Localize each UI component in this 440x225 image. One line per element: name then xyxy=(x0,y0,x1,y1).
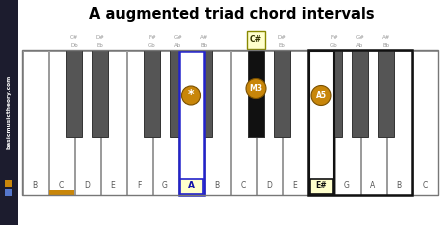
Text: A: A xyxy=(187,182,194,191)
Bar xyxy=(22,50,438,195)
Text: A5: A5 xyxy=(315,91,326,100)
Bar xyxy=(334,50,359,194)
Text: B: B xyxy=(396,181,402,190)
Bar xyxy=(179,50,203,194)
Bar xyxy=(153,50,177,194)
Text: D#: D# xyxy=(278,35,286,40)
Text: C: C xyxy=(59,181,64,190)
Bar xyxy=(74,50,99,194)
Bar xyxy=(180,179,202,194)
Text: F: F xyxy=(137,181,141,190)
Text: A augmented triad chord intervals: A augmented triad chord intervals xyxy=(89,7,375,22)
Bar xyxy=(127,50,151,194)
Bar xyxy=(92,50,108,137)
Bar xyxy=(248,50,264,137)
Text: B: B xyxy=(33,181,37,190)
Bar xyxy=(274,50,290,137)
Circle shape xyxy=(246,79,266,99)
Text: A#: A# xyxy=(382,35,390,40)
Text: Ab: Ab xyxy=(356,43,363,48)
Bar xyxy=(5,189,12,196)
Text: B: B xyxy=(214,181,220,190)
Text: E#: E# xyxy=(315,182,327,191)
Text: E#: E# xyxy=(315,181,326,190)
Bar xyxy=(247,31,265,49)
Text: Eb: Eb xyxy=(96,43,103,48)
Bar xyxy=(248,50,264,137)
Text: A#: A# xyxy=(200,35,208,40)
Text: E: E xyxy=(293,181,297,190)
Text: A: A xyxy=(188,181,194,190)
Bar xyxy=(308,50,334,194)
Bar xyxy=(170,50,186,137)
Text: C#: C# xyxy=(252,35,260,40)
Bar xyxy=(378,50,394,137)
Circle shape xyxy=(311,86,331,106)
Text: F#: F# xyxy=(330,35,338,40)
Text: basicmusictheory.com: basicmusictheory.com xyxy=(7,75,11,149)
Text: D: D xyxy=(84,181,90,190)
Text: M3: M3 xyxy=(249,84,263,93)
Bar xyxy=(257,50,282,194)
Text: C: C xyxy=(422,181,428,190)
Text: D: D xyxy=(266,181,272,190)
Bar xyxy=(179,50,203,194)
Text: Gb: Gb xyxy=(148,43,156,48)
Bar xyxy=(326,50,342,137)
Text: Gb: Gb xyxy=(330,43,338,48)
Text: Db: Db xyxy=(252,43,260,48)
Bar xyxy=(66,50,82,137)
Bar xyxy=(144,50,160,137)
Bar xyxy=(352,50,368,137)
Bar xyxy=(231,50,256,194)
Text: A: A xyxy=(370,181,376,190)
Text: D#: D# xyxy=(95,35,104,40)
Bar xyxy=(48,50,73,194)
Text: G: G xyxy=(344,181,350,190)
Text: C#: C# xyxy=(250,36,262,45)
Text: F#: F# xyxy=(148,35,156,40)
Bar xyxy=(386,50,411,194)
Bar xyxy=(360,50,385,194)
Text: C#: C# xyxy=(70,35,78,40)
Bar xyxy=(205,50,230,194)
Text: G: G xyxy=(162,181,168,190)
Text: E: E xyxy=(110,181,115,190)
Text: G#: G# xyxy=(173,35,183,40)
Bar xyxy=(309,179,333,194)
Text: *: * xyxy=(188,88,194,101)
Bar xyxy=(48,190,73,195)
Bar xyxy=(413,50,437,194)
Bar xyxy=(282,50,308,194)
Text: Ab: Ab xyxy=(174,43,182,48)
Text: Bb: Bb xyxy=(201,43,208,48)
Bar xyxy=(22,50,48,194)
Bar xyxy=(308,50,334,194)
Bar xyxy=(100,50,125,194)
Circle shape xyxy=(181,86,201,105)
Bar xyxy=(196,50,212,137)
Bar xyxy=(0,0,18,225)
Bar xyxy=(5,180,12,187)
Text: Db: Db xyxy=(70,43,78,48)
Text: G#: G# xyxy=(356,35,364,40)
Bar xyxy=(308,50,412,195)
Text: Eb: Eb xyxy=(279,43,286,48)
Text: C: C xyxy=(240,181,246,190)
Text: Bb: Bb xyxy=(382,43,389,48)
